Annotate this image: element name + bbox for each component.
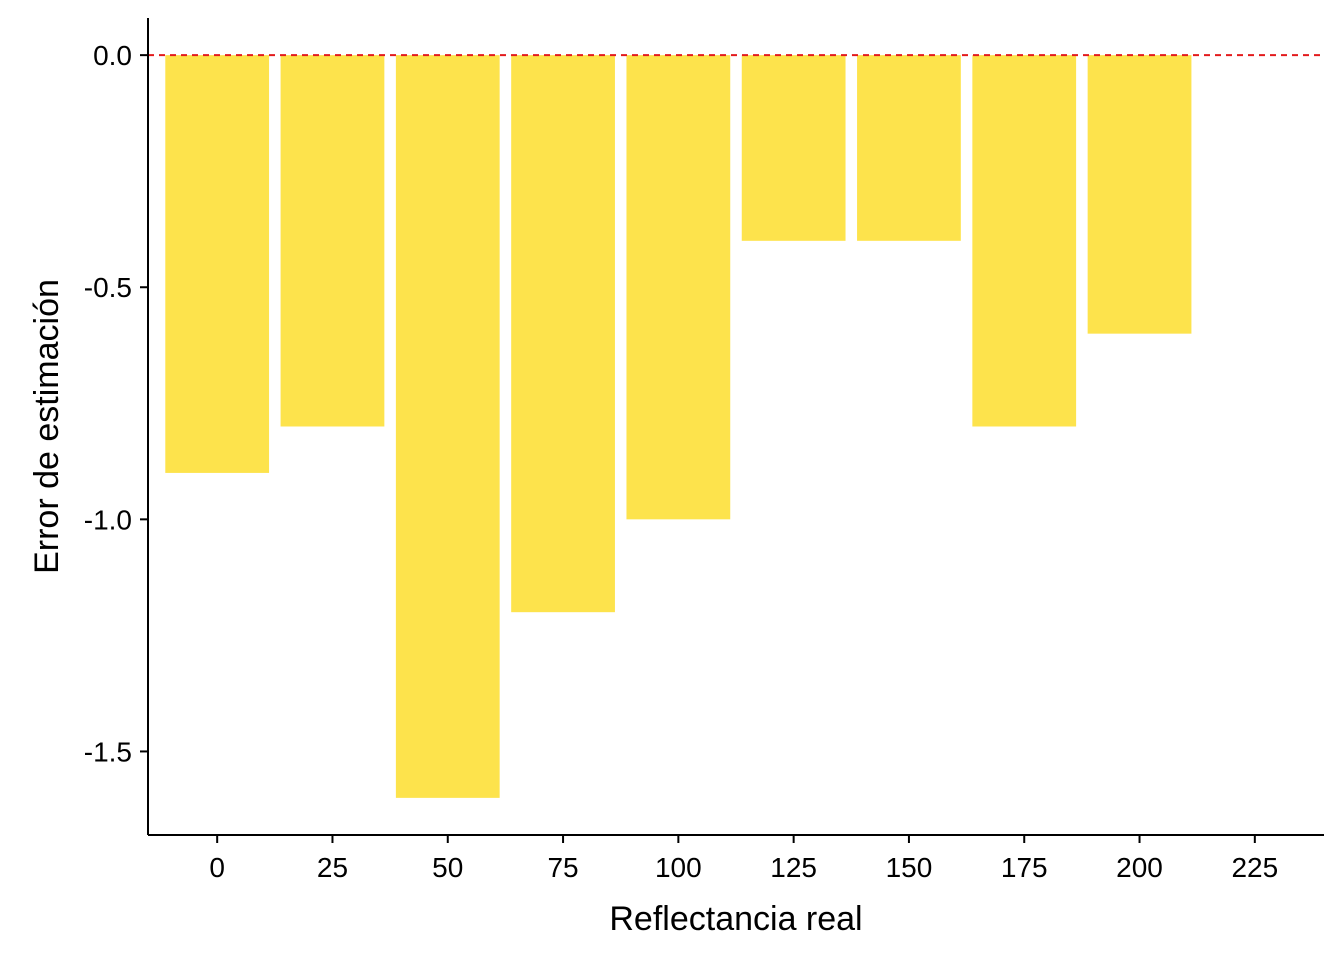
x-tick-label: 0: [209, 852, 225, 883]
bar-50: [395, 55, 500, 798]
x-tick-label: 125: [770, 852, 817, 883]
x-axis-ticks: 0 25 50 75 100 125 150 175 200 225: [209, 835, 1278, 883]
x-tick-label: 25: [317, 852, 348, 883]
bar-150: [857, 55, 961, 241]
y-tick-label: -1.5: [84, 736, 132, 767]
bars-group: [165, 55, 1192, 798]
y-tick-label: 0.0: [93, 40, 132, 71]
x-tick-label: 75: [547, 852, 578, 883]
y-axis-title: Error de estimación: [28, 279, 66, 574]
bar-175: [972, 55, 1077, 427]
y-axis-ticks: 0.0 -0.5 -1.0 -1.5: [84, 40, 148, 767]
x-tick-label: 100: [655, 852, 702, 883]
x-axis-title: Reflectancia real: [609, 900, 862, 938]
bar-200: [1087, 55, 1192, 334]
x-tick-label: 150: [886, 852, 933, 883]
bar-25: [280, 55, 385, 427]
x-tick-label: 225: [1231, 852, 1278, 883]
bar-125: [741, 55, 846, 241]
y-tick-label: -1.0: [84, 504, 132, 535]
bar-100: [626, 55, 731, 520]
x-tick-label: 175: [1001, 852, 1048, 883]
x-tick-label: 200: [1116, 852, 1163, 883]
bar-75: [511, 55, 615, 613]
bar-0: [165, 55, 270, 473]
x-tick-label: 50: [432, 852, 463, 883]
y-tick-label: -0.5: [84, 272, 132, 303]
